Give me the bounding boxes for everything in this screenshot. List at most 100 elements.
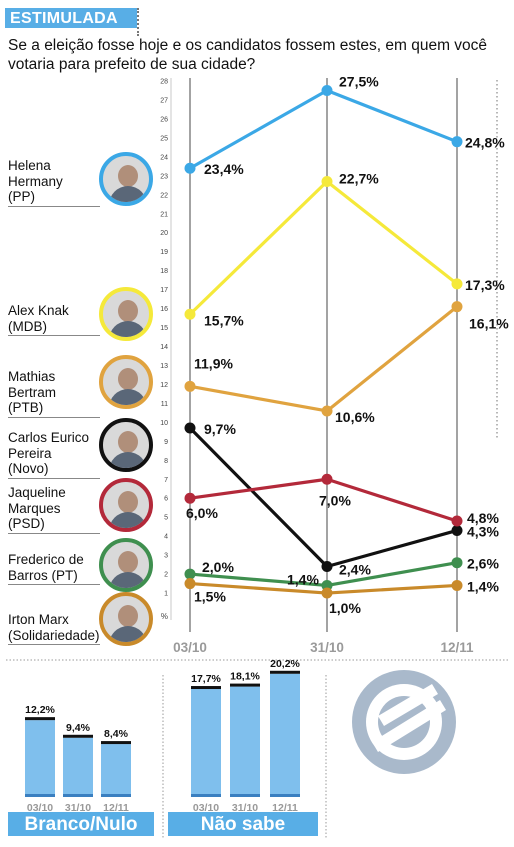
y-tick-label: 6 xyxy=(164,496,168,503)
data-label: 2,6% xyxy=(467,556,499,572)
candidate-name-line: Mathias xyxy=(8,369,56,384)
data-point xyxy=(184,380,196,392)
data-point xyxy=(451,579,463,591)
undecided-bar xyxy=(230,686,260,797)
undecided-value-label: 17,7% xyxy=(191,673,221,685)
candidate-underline xyxy=(8,644,100,645)
candidate-name-line: Hermany xyxy=(8,173,63,189)
data-label: 11,9% xyxy=(194,355,233,371)
blank-null-bar xyxy=(101,744,131,797)
photo-body xyxy=(109,186,147,202)
candidate-name-line: Frederico de xyxy=(8,552,84,567)
data-point xyxy=(184,308,196,320)
candidate-underline xyxy=(8,584,100,585)
photo-head xyxy=(118,368,138,390)
x-tick-label: 31/10 xyxy=(310,640,344,655)
candidate-photo xyxy=(99,478,153,532)
candidate-name-line: (PP) xyxy=(8,189,35,204)
blank-null-value-label: 9,4% xyxy=(66,722,91,734)
data-label: 17,3% xyxy=(465,277,505,293)
y-tick-label: 14 xyxy=(160,344,168,351)
photo-body xyxy=(109,572,147,588)
data-label: 15,7% xyxy=(204,312,244,328)
candidate-name-line: (MDB) xyxy=(8,318,47,334)
y-tick-label: 16 xyxy=(160,306,168,313)
blank-null-title: Branco/Nulo xyxy=(8,812,154,836)
data-label: 23,4% xyxy=(204,161,244,177)
undecided-category-label: 03/10 xyxy=(193,802,219,814)
y-tick-label: 1 xyxy=(164,591,168,598)
candidate-name-line: Pereira xyxy=(8,445,52,461)
data-point xyxy=(321,473,333,485)
undecided-bar xyxy=(191,689,221,797)
blank-null-bar-cap xyxy=(101,741,131,745)
y-tick-label: 20 xyxy=(160,230,168,237)
x-tick-label: 03/10 xyxy=(173,640,207,655)
data-label: 22,7% xyxy=(339,171,379,187)
y-tick-label: 17 xyxy=(160,287,168,294)
candidate-photo xyxy=(99,538,153,592)
candidate-name-line: Marques xyxy=(8,500,61,516)
data-point xyxy=(451,136,463,148)
y-tick-label: 7 xyxy=(164,477,168,484)
undecided-bar-base xyxy=(230,794,260,797)
y-tick-label: 12 xyxy=(160,382,168,389)
publisher-logo-stripe xyxy=(378,684,438,726)
candidate-name-line: Barros (PT) xyxy=(8,567,78,583)
undecided-value-label: 20,2% xyxy=(270,658,300,670)
blank-null-bar-cap xyxy=(63,734,93,738)
candidate-name: Jaqueline Marques (PSD) xyxy=(8,485,66,532)
data-point xyxy=(451,557,463,569)
undecided-bar-cap xyxy=(270,670,300,674)
data-label: 1,4% xyxy=(287,571,319,587)
candidate-name-line: (PSD) xyxy=(8,516,45,531)
y-tick-label: 4 xyxy=(164,534,168,541)
data-point xyxy=(321,176,333,188)
photo-head xyxy=(118,300,138,322)
y-tick-label: 10 xyxy=(160,420,168,427)
candidate-photo xyxy=(99,287,153,341)
candidate-name: Helena Hermany (PP) xyxy=(8,158,63,205)
candidate-name-line: Jaqueline xyxy=(8,485,66,500)
y-tick-label: 26 xyxy=(160,116,168,123)
candidate-underline xyxy=(8,532,100,534)
y-tick-label: 24 xyxy=(160,154,168,161)
photo-head xyxy=(118,431,138,453)
blank-null-bar-base xyxy=(25,794,55,797)
data-point xyxy=(184,578,196,590)
undecided-category-label: 12/11 xyxy=(272,802,298,814)
data-point xyxy=(184,568,196,580)
candidate-name: Alex Knak (MDB) xyxy=(8,303,69,334)
data-label: 1,5% xyxy=(194,589,226,605)
undecided-bar xyxy=(270,673,300,797)
y-unit-label: % xyxy=(161,612,168,621)
y-tick-label: 15 xyxy=(160,325,168,332)
series-line-1 xyxy=(189,88,458,170)
blank-null-bar-cap xyxy=(25,717,55,721)
photo-head xyxy=(118,605,138,627)
data-point xyxy=(451,515,463,527)
data-label: 7,0% xyxy=(319,492,351,508)
candidate-underline xyxy=(8,335,100,336)
blank-null-bar xyxy=(25,720,55,797)
y-tick-label: 11 xyxy=(161,401,168,408)
candidate-name: Mathias Bertram (PTB) xyxy=(8,369,56,416)
data-point xyxy=(321,84,333,96)
blank-null-bar xyxy=(63,737,93,797)
y-tick-label: 8 xyxy=(164,458,168,465)
photo-head xyxy=(118,491,138,513)
data-label: 16,1% xyxy=(469,316,509,332)
data-label: 4,8% xyxy=(467,510,499,526)
candidate-name-line: Irton Marx xyxy=(8,612,69,627)
data-point xyxy=(321,405,333,417)
candidate-name-line: (PTB) xyxy=(8,400,44,415)
data-label: 1,4% xyxy=(467,578,499,594)
data-point xyxy=(321,579,333,591)
data-point xyxy=(451,278,463,290)
candidate-name-line: Carlos Eurico xyxy=(8,430,90,445)
publisher-logo-stripe xyxy=(372,700,446,752)
blank-null-value-label: 12,2% xyxy=(25,704,55,716)
photo-body xyxy=(109,389,147,405)
y-tick-label: 3 xyxy=(164,553,168,560)
